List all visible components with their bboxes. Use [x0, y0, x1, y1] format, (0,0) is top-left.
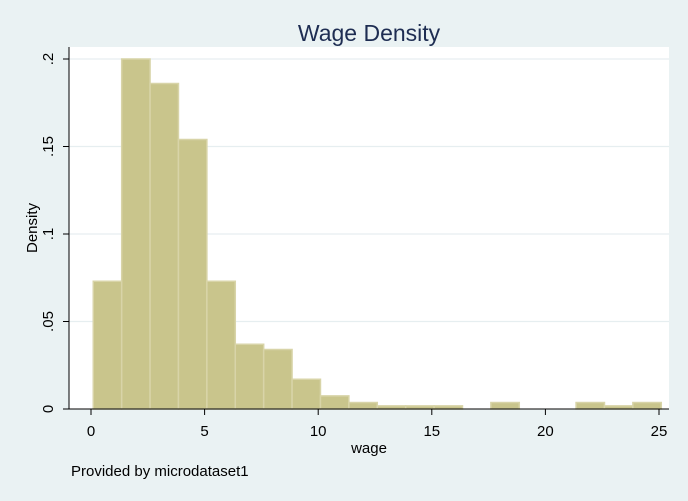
- x-tick-label: 20: [537, 423, 554, 440]
- histogram-bar: [291, 378, 322, 410]
- x-tick-label: 0: [87, 423, 95, 440]
- histogram-bar: [575, 401, 606, 410]
- histogram-bar: [177, 138, 208, 410]
- chart-note: Provided by microdataset1: [71, 463, 249, 480]
- x-tick-label: 25: [651, 423, 668, 440]
- histogram-bar: [234, 343, 265, 410]
- histogram-bar: [348, 401, 379, 410]
- histogram-bar: [319, 395, 350, 410]
- y-tick-label: .15: [40, 136, 57, 157]
- histogram-bar: [262, 348, 293, 410]
- axes: [68, 47, 669, 410]
- histogram-bar: [632, 401, 663, 410]
- histogram-bar: [206, 280, 237, 410]
- x-tick-label: 15: [423, 423, 440, 440]
- histogram-bar: [120, 58, 151, 410]
- y-axis-label: Density: [24, 202, 41, 253]
- y-tick-label: 0: [40, 405, 57, 413]
- y-tick-label: .05: [40, 311, 57, 332]
- histogram-bar: [149, 82, 180, 410]
- y-tick-label: .2: [40, 53, 57, 66]
- y-tick-label: .1: [40, 228, 57, 241]
- x-tick-label: 10: [310, 423, 327, 440]
- x-axis-label: wage: [350, 440, 387, 457]
- ticks: 0 5 10 15 20 25 0 .05 .1 .15 .2: [40, 53, 667, 440]
- chart-title: Wage Density: [298, 20, 441, 46]
- x-tick-label: 5: [200, 423, 208, 440]
- histogram-bar: [490, 401, 521, 410]
- histogram-bar: [92, 280, 123, 410]
